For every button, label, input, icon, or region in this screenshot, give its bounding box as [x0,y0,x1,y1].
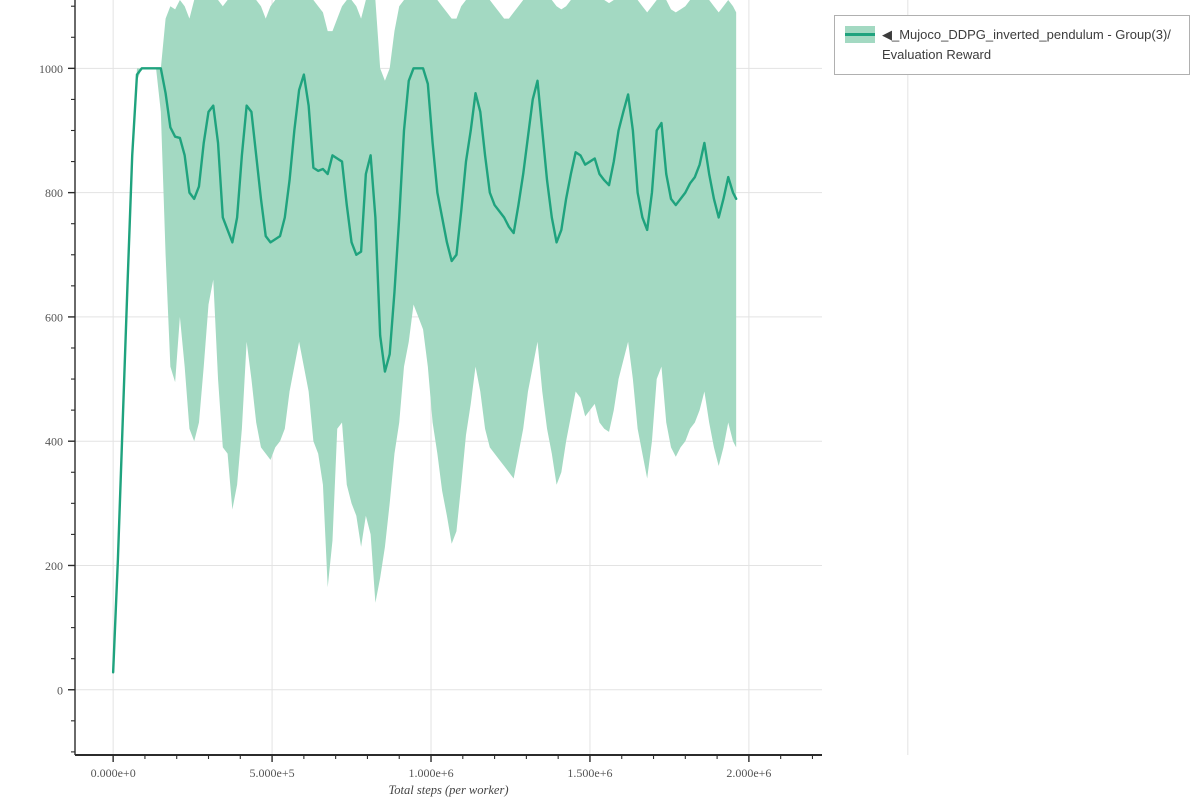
axes [68,0,822,762]
y-tick-label: 400 [45,435,63,449]
x-tick-label: 2.000e+6 [726,766,771,780]
x-axis-title: Total steps (per worker) [388,783,508,797]
y-tick-label: 200 [45,559,63,573]
x-tick-label: 1.500e+6 [567,766,612,780]
uncertainty-band [113,0,737,675]
chart-legend[interactable]: ◀_Mujoco_DDPG_inverted_pendulum - Group(… [834,15,1190,75]
legend-entry-label[interactable]: ◀_Mujoco_DDPG_inverted_pendulum - Group(… [882,27,1171,62]
y-tick-label: 800 [45,186,63,200]
y-tick-label: 1000 [39,62,63,76]
y-tick-label: 600 [45,310,63,324]
x-tick-labels: 0.000e+0 5.000e+5 1.000e+6 1.500e+6 2.000e+6 [91,766,772,780]
x-tick-label: 5.000e+5 [250,766,295,780]
y-tick-labels: 0 200 400 600 800 1000 [39,62,63,697]
series-line [111,67,738,674]
legend-line-swatch [845,33,875,36]
x-tick-label: 1.000e+6 [408,766,453,780]
x-tick-label: 0.000e+0 [91,766,136,780]
legend-swatch [845,26,875,43]
y-tick-label: 0 [57,683,63,697]
